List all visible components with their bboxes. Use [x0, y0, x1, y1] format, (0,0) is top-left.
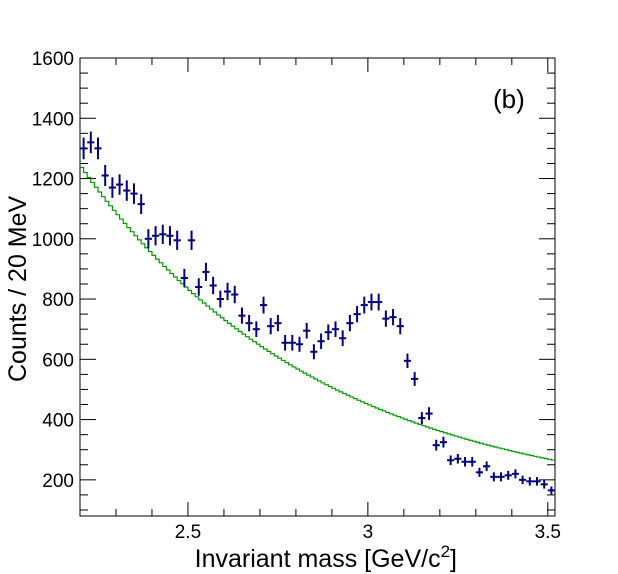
data-point [439, 436, 448, 448]
data-point [411, 371, 419, 386]
data-point [324, 324, 332, 341]
data-point [504, 470, 512, 480]
data-point [223, 282, 232, 301]
data-point [331, 321, 340, 338]
data-point [137, 194, 145, 215]
data-point [519, 475, 527, 485]
tick-labels: 200 400 600 800 1000 1200 1400 1600 2.5 3 3.5 [32, 49, 561, 543]
data-point [367, 293, 376, 311]
data-point [497, 472, 505, 482]
data-point [123, 180, 131, 201]
y-tick-label: 1200 [32, 170, 74, 191]
data-point [101, 164, 109, 187]
data-point [526, 477, 534, 486]
x-axis-ticks [79, 58, 549, 516]
data-point [195, 278, 203, 296]
data-points [80, 131, 555, 495]
data-point [108, 177, 116, 198]
data-point [346, 315, 354, 332]
data-point [281, 334, 289, 351]
y-tick-label: 600 [42, 350, 74, 371]
y-axis-title: Counts / 20 MeV [4, 195, 32, 382]
y-tick-label: 200 [42, 471, 74, 492]
panel-label: (b) [493, 84, 525, 114]
data-point [202, 262, 210, 281]
data-point [418, 412, 426, 425]
data-point [295, 336, 304, 352]
data-point [216, 290, 224, 308]
data-point [151, 226, 160, 246]
data-point [310, 344, 318, 360]
data-point [173, 230, 181, 250]
data-point [267, 318, 275, 335]
data-point [468, 456, 476, 467]
background-step-line [80, 166, 555, 461]
data-point [317, 333, 325, 350]
data-point [461, 456, 469, 467]
data-point [209, 276, 217, 295]
data-point [159, 224, 167, 244]
data-point [180, 268, 188, 287]
data-point [80, 137, 88, 160]
data-point [166, 226, 174, 246]
data-point [425, 407, 433, 420]
data-point [288, 334, 296, 351]
y-axis-ticks [80, 57, 555, 511]
x-tick-label: 3 [363, 522, 374, 543]
data-point [483, 461, 491, 472]
x-axis-title: Invariant mass [GeV/c2] [195, 542, 457, 573]
data-point [187, 230, 196, 250]
y-tick-label: 1600 [32, 49, 74, 70]
data-point [231, 285, 239, 304]
y-tick-label: 400 [42, 411, 74, 432]
data-point [238, 307, 246, 324]
data-point [454, 453, 462, 464]
data-point [533, 477, 541, 486]
data-point [490, 472, 498, 482]
data-point [540, 480, 548, 489]
data-point [432, 439, 440, 451]
background-curve [80, 166, 555, 461]
data-point [130, 183, 138, 204]
data-point [245, 315, 253, 332]
data-point [94, 137, 102, 160]
data-point [274, 315, 282, 332]
data-point [389, 308, 397, 326]
data-point [382, 310, 390, 327]
data-point [339, 330, 347, 347]
data-point [353, 305, 361, 323]
data-point [375, 293, 383, 311]
data-point [403, 353, 412, 369]
data-point [511, 469, 520, 479]
y-tick-label: 1000 [32, 230, 74, 251]
data-point [303, 322, 311, 339]
data-point [475, 467, 484, 477]
plot-frame [79, 57, 556, 517]
data-point [360, 296, 368, 314]
data-point [252, 321, 260, 338]
data-point [396, 318, 404, 335]
data-point [115, 174, 124, 195]
data-point [447, 455, 455, 466]
data-point [144, 229, 152, 249]
x-tick-label: 3.5 [535, 522, 561, 543]
y-tick-label: 1400 [32, 109, 74, 130]
y-tick-label: 800 [42, 290, 74, 311]
data-point [259, 296, 268, 314]
data-point [87, 131, 95, 154]
data-point [547, 486, 555, 495]
x-tick-label: 2.5 [175, 522, 201, 543]
